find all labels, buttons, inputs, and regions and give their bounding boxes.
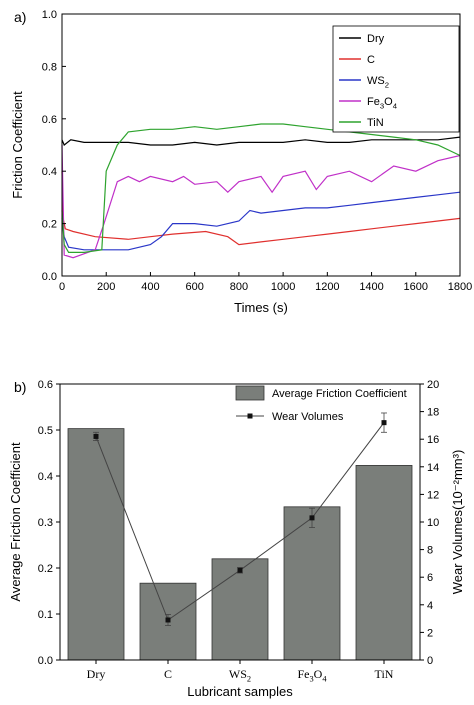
legend-entry: WS2​ [367,75,389,89]
y-right-tick-label: 12 [427,489,439,501]
y-right-tick-label: 16 [427,434,439,446]
category-label: C [164,667,172,681]
y-right-tick-label: 20 [427,379,439,391]
series-line-ws2 [61,191,461,251]
y-axis-label-b: Average Friction Coefficient [8,442,23,602]
y-tick-label: 1.0 [42,9,57,21]
category-label: Fe3​O4​ [297,667,327,684]
y-tick-label: 0.2 [42,219,57,231]
category-label: WS2​ [229,667,251,684]
legend-point-swatch [247,413,253,419]
x-axis-label-b: Lubricant samples [187,684,293,699]
bar-ws2 [211,558,269,661]
legend-entry: C [367,54,375,66]
y-tick-label: 0.2 [38,563,53,575]
y-tick-label: 0.4 [38,471,53,483]
wear-point [93,433,99,439]
y-tick-label: 0.1 [38,609,53,621]
legend-entry: Average Friction Coefficient [272,388,407,400]
y-right-axis-label-b: Wear Volumes(10⁻²mm³) [450,450,465,595]
series-line-c [61,171,461,246]
y-right-tick-label: 2 [427,627,433,639]
legend-entry: Dry [367,33,385,45]
y-right-tick-label: 4 [427,600,433,612]
bar-tin [355,465,413,661]
friction-wear-chart: b) 0.0 0.1 0.2 0.3 0.4 0.5 0.6 0 2 4 6 8 10 12 14 16 18 20… [8,379,465,699]
y-right-tick-label: 8 [427,545,433,557]
y-tick-label: 0.8 [42,61,57,73]
x-tick-label: 1200 [315,281,339,293]
series-line-fe3o4 [61,144,461,259]
x-axis-label-a: Times (s) [234,300,288,315]
y-right-tick-label: 0 [427,655,433,667]
legend-bar-swatch [235,385,265,401]
wear-point [237,567,243,573]
y-tick-label: 0.6 [38,379,53,391]
y-tick-label: 0.4 [42,166,57,178]
y-right-tick-label: 6 [427,572,433,584]
plot-frame-a [61,13,461,277]
legend-entry: Wear Volumes [272,411,344,423]
series-line-tin [61,123,461,253]
bar-fe3o4 [283,506,341,661]
y-right-tick-label: 14 [427,462,439,474]
panel-label-b: b) [14,379,26,395]
y-tick-label: 0.5 [38,425,53,437]
x-tick-label: 1800 [448,281,472,293]
x-tick-label: 600 [185,281,203,293]
wear-point [381,420,387,426]
legend-a [332,25,460,133]
y-tick-label: 0.6 [42,114,57,126]
y-right-tick-label: 18 [427,407,439,419]
x-tick-label: 1400 [359,281,383,293]
friction-time-chart: a) 0 200 400 600 800 1000 1200 1400 1600 1800 0.0 0.… [10,9,472,315]
x-tick-label: 400 [141,281,159,293]
x-tick-label: 1000 [271,281,295,293]
bar-dry [67,428,125,661]
x-tick-label: 800 [230,281,248,293]
category-label: Dry [87,667,106,681]
x-tick-label: 1600 [404,281,428,293]
legend-entry: Fe3​O4​ [367,96,398,110]
panel-label-a: a) [14,9,26,25]
y-tick-label: 0.3 [38,517,53,529]
x-tick-label: 0 [59,281,65,293]
series-line-dry [61,136,461,146]
wear-point [309,515,315,521]
wear-point [165,617,171,623]
x-tick-label: 200 [97,281,115,293]
category-label: TiN [375,667,394,681]
y-tick-label: 0.0 [42,271,57,283]
y-axis-label-a: Friction Coefficient [10,91,25,199]
y-tick-label: 0.0 [38,655,53,667]
y-right-tick-label: 10 [427,517,439,529]
legend-entry: TiN [367,117,384,129]
